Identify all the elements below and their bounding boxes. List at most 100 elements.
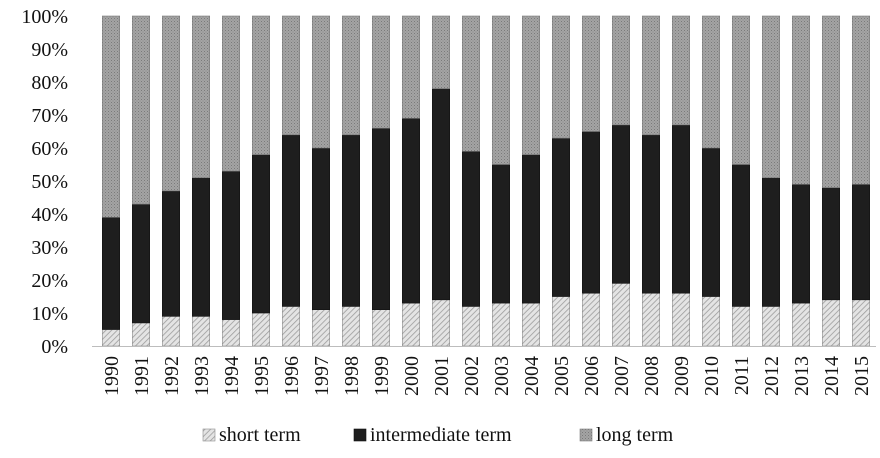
bar-intermediate-term-2006 [581, 131, 600, 294]
bar-long-term-1991 [132, 15, 151, 205]
bar-short-term-1994 [222, 319, 241, 347]
bar-long-term-2014 [821, 15, 840, 188]
legend-label-long-term: long term [596, 424, 674, 446]
y-tick-label: 80% [31, 72, 68, 94]
bar-intermediate-term-1996 [281, 134, 300, 307]
x-tick-label: 2008 [641, 356, 663, 396]
bar-long-term-1995 [252, 15, 271, 155]
bar-short-term-1998 [341, 306, 360, 347]
bar-long-term-2001 [431, 15, 450, 89]
bar-intermediate-term-2010 [701, 147, 720, 297]
bar-long-term-2003 [491, 15, 510, 165]
bar-intermediate-term-2008 [641, 134, 660, 294]
y-tick-label: 20% [31, 270, 68, 292]
bar-long-term-2002 [461, 15, 480, 152]
bar-intermediate-term-1994 [222, 170, 241, 320]
bar-long-term-1999 [371, 15, 390, 129]
x-tick-label: 1991 [131, 356, 153, 396]
x-tick-label: 2000 [401, 356, 423, 396]
bar-short-term-2000 [401, 302, 420, 347]
x-tick-label: 2011 [731, 356, 753, 395]
bar-long-term-2012 [761, 15, 780, 178]
bar-long-term-2004 [521, 15, 540, 155]
bar-short-term-1999 [371, 309, 390, 347]
bar-intermediate-term-2002 [461, 151, 480, 307]
bar-long-term-1997 [311, 15, 330, 149]
legend-label-intermediate-term: intermediate term [370, 424, 512, 446]
bar-intermediate-term-1999 [371, 127, 390, 310]
x-tick-label: 1995 [251, 356, 273, 396]
bar-intermediate-term-2007 [611, 124, 630, 284]
x-tick-label: 1992 [161, 356, 183, 396]
bar-short-term-2009 [671, 292, 690, 347]
x-tick-label: 1994 [221, 356, 243, 396]
legend-swatch-short-term [202, 428, 216, 442]
bar-intermediate-term-1991 [132, 203, 151, 324]
x-tick-label: 2010 [701, 356, 723, 396]
bar-intermediate-term-1992 [162, 190, 181, 317]
x-tick-label: 2012 [761, 356, 783, 396]
bar-intermediate-term-2003 [491, 164, 510, 304]
bar-short-term-2005 [551, 296, 570, 347]
bar-short-term-1997 [311, 309, 330, 347]
x-tick-label: 2001 [431, 356, 453, 396]
bar-short-term-2014 [821, 299, 840, 347]
bar-long-term-1996 [281, 15, 300, 136]
bar-long-term-2009 [671, 15, 690, 126]
bar-long-term-1993 [192, 15, 211, 178]
bar-short-term-2004 [521, 302, 540, 347]
x-tick-label: 1996 [281, 356, 303, 396]
bar-intermediate-term-2012 [761, 177, 780, 307]
bar-short-term-2013 [791, 302, 810, 347]
bar-long-term-2015 [851, 15, 870, 185]
y-tick-label: 10% [31, 303, 68, 325]
y-axis: 0% 10% 20% 30% 40% 50% 60% 70% 80% 90% 100% [21, 6, 68, 358]
bar-intermediate-term-1990 [102, 217, 121, 330]
legend-swatch-long-term [579, 428, 593, 442]
bar-intermediate-term-2009 [671, 124, 690, 294]
y-tick-label: 30% [31, 237, 68, 259]
bar-intermediate-term-2013 [791, 184, 810, 304]
bar-short-term-2001 [431, 299, 450, 347]
bar-short-term-1993 [192, 315, 211, 347]
bar-long-term-2008 [641, 15, 660, 136]
x-tick-label: 2006 [581, 356, 603, 396]
bar-short-term-2010 [701, 296, 720, 347]
bar-long-term-2011 [731, 15, 750, 165]
x-tick-label: 1997 [311, 356, 333, 396]
x-tick-label: 1999 [371, 356, 393, 396]
legend-swatch-intermediate-term [353, 428, 367, 442]
y-tick-label: 60% [31, 138, 68, 160]
bar-intermediate-term-2005 [551, 137, 570, 297]
bar-short-term-2007 [611, 282, 630, 347]
bar-intermediate-term-1997 [311, 147, 330, 310]
legend-label-short-term: short term [219, 424, 301, 446]
x-tick-label: 1990 [101, 356, 123, 396]
bar-long-term-1992 [162, 15, 181, 192]
y-tick-label: 90% [31, 39, 68, 61]
x-tick-label: 2014 [821, 356, 843, 396]
x-tick-label: 2009 [671, 356, 693, 396]
bar-intermediate-term-2015 [851, 184, 870, 301]
bar-short-term-2002 [461, 306, 480, 347]
bar-short-term-2006 [581, 292, 600, 347]
x-tick-label: 1998 [341, 356, 363, 396]
bar-long-term-1998 [341, 15, 360, 136]
y-tick-label: 50% [31, 171, 68, 193]
bars [102, 15, 870, 347]
x-tick-label: 2007 [611, 356, 633, 396]
y-tick-label: 70% [31, 105, 68, 127]
x-tick-label: 2002 [461, 356, 483, 396]
bar-long-term-2000 [401, 15, 420, 119]
bar-intermediate-term-2001 [431, 88, 450, 301]
x-tick-label: 2005 [551, 356, 573, 396]
bar-intermediate-term-2014 [821, 187, 840, 301]
bar-short-term-1996 [281, 306, 300, 347]
bar-short-term-1990 [102, 329, 121, 347]
bar-intermediate-term-1993 [192, 177, 211, 317]
bar-intermediate-term-2004 [521, 154, 540, 304]
bar-long-term-1994 [222, 15, 241, 172]
bar-long-term-2013 [791, 15, 810, 185]
bar-short-term-1991 [132, 322, 151, 347]
